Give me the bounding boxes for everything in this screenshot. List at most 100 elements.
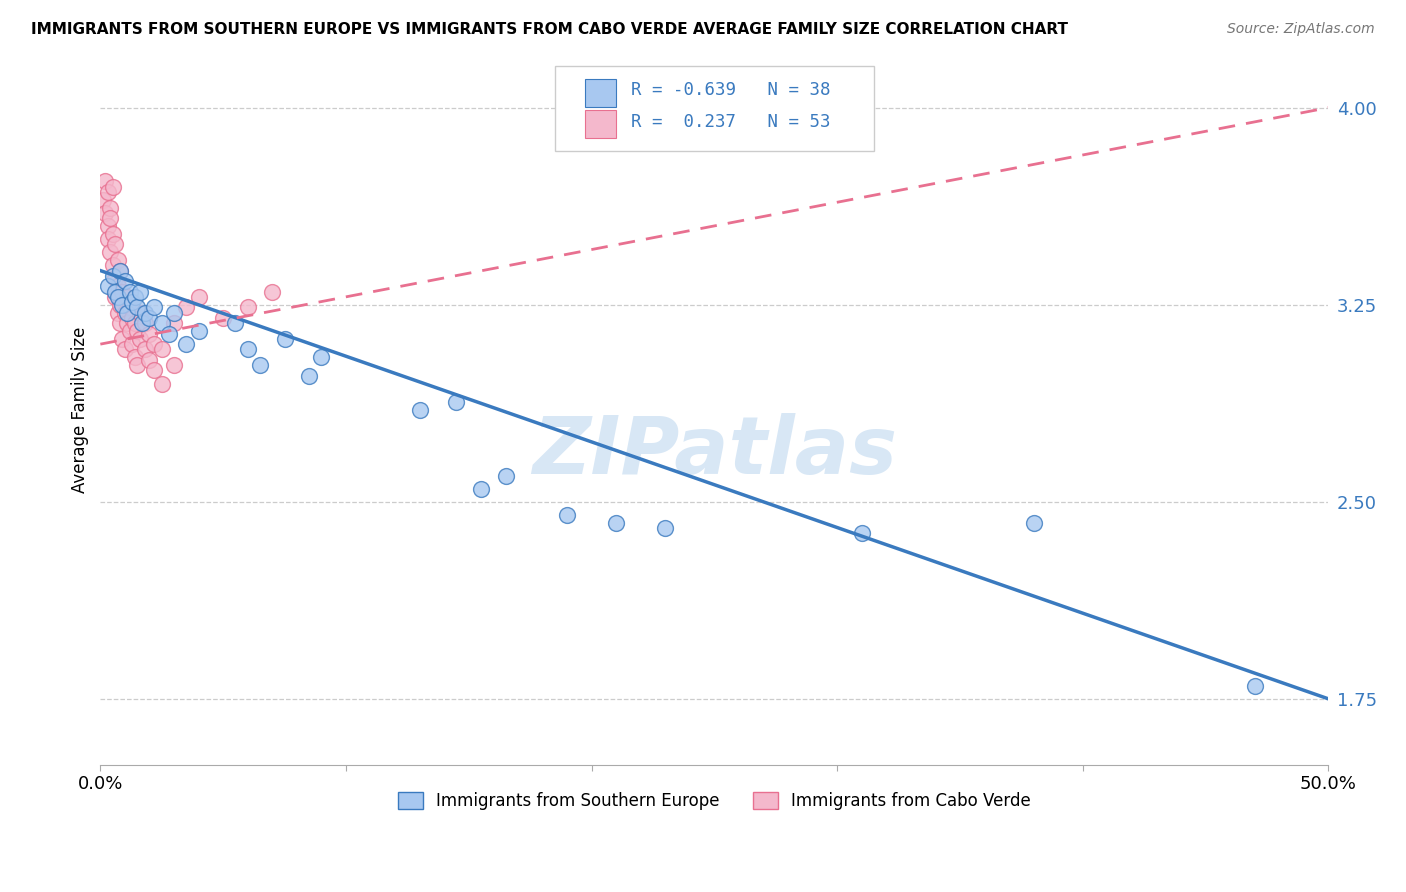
Point <box>98 245 121 260</box>
Point <box>187 324 209 338</box>
Point <box>134 316 156 330</box>
Point <box>114 305 136 319</box>
Point <box>127 358 149 372</box>
Point <box>107 305 129 319</box>
Point <box>98 211 121 225</box>
Point <box>114 274 136 288</box>
Point <box>117 290 139 304</box>
Point <box>128 285 150 299</box>
Point <box>150 376 173 391</box>
Point <box>654 521 676 535</box>
Point <box>176 337 198 351</box>
Point <box>134 305 156 319</box>
Point <box>1243 679 1265 693</box>
Point <box>101 258 124 272</box>
Point <box>128 332 150 346</box>
Point <box>138 352 160 367</box>
Bar <box>585 78 616 107</box>
Point <box>605 516 627 530</box>
Point <box>101 227 124 241</box>
Point <box>131 316 153 330</box>
Point <box>150 343 173 357</box>
Point <box>108 316 131 330</box>
Point <box>163 316 186 330</box>
Point <box>134 343 156 357</box>
Point <box>408 402 430 417</box>
Point <box>108 298 131 312</box>
Point <box>121 310 143 325</box>
Point <box>107 253 129 268</box>
Point <box>143 363 166 377</box>
Point <box>124 351 146 365</box>
Point <box>101 268 124 283</box>
Text: R = -0.639   N = 38: R = -0.639 N = 38 <box>631 81 831 99</box>
Point <box>311 351 333 365</box>
Point <box>163 358 186 372</box>
Legend: Immigrants from Southern Europe, Immigrants from Cabo Verde: Immigrants from Southern Europe, Immigra… <box>391 785 1038 816</box>
Point <box>107 290 129 304</box>
Point <box>212 310 235 325</box>
Y-axis label: Average Family Size: Average Family Size <box>72 326 89 493</box>
Point <box>298 368 321 383</box>
Point <box>104 290 127 304</box>
Point <box>94 174 117 188</box>
Point <box>104 285 127 299</box>
Point <box>851 526 873 541</box>
Point <box>163 305 186 319</box>
Point <box>111 332 134 346</box>
Point <box>94 206 117 220</box>
Point <box>224 316 246 330</box>
Point <box>127 324 149 338</box>
Text: Source: ZipAtlas.com: Source: ZipAtlas.com <box>1227 22 1375 37</box>
Point <box>150 316 173 330</box>
Point <box>111 285 134 299</box>
Point <box>128 305 150 319</box>
Point <box>91 193 114 207</box>
Text: IMMIGRANTS FROM SOUTHERN EUROPE VS IMMIGRANTS FROM CABO VERDE AVERAGE FAMILY SIZ: IMMIGRANTS FROM SOUTHERN EUROPE VS IMMIG… <box>31 22 1069 37</box>
Point <box>143 337 166 351</box>
Text: ZIPatlas: ZIPatlas <box>531 413 897 491</box>
Point <box>249 358 271 372</box>
Point <box>138 326 160 341</box>
Point <box>104 271 127 285</box>
Point <box>470 482 492 496</box>
Point <box>187 290 209 304</box>
Point <box>138 310 160 325</box>
Point <box>98 201 121 215</box>
Point <box>97 219 120 233</box>
Point <box>124 316 146 330</box>
Point <box>127 301 149 315</box>
Point <box>118 301 141 315</box>
Point <box>104 237 127 252</box>
Point <box>236 301 259 315</box>
Point <box>262 285 284 299</box>
Point <box>118 285 141 299</box>
Point <box>555 508 578 522</box>
Point <box>111 298 134 312</box>
FancyBboxPatch shape <box>555 66 875 151</box>
Point <box>143 301 166 315</box>
Point <box>236 343 259 357</box>
Point <box>117 305 139 319</box>
Text: R =  0.237   N = 53: R = 0.237 N = 53 <box>631 112 831 130</box>
Point <box>157 326 180 341</box>
Bar <box>585 110 616 138</box>
Point <box>495 468 517 483</box>
Point <box>101 179 124 194</box>
Point <box>108 263 131 277</box>
Point <box>124 290 146 304</box>
Point <box>97 279 120 293</box>
Point <box>114 343 136 357</box>
Point <box>1022 516 1045 530</box>
Point <box>121 337 143 351</box>
Point <box>108 263 131 277</box>
Point <box>97 232 120 246</box>
Point <box>97 185 120 199</box>
Point <box>446 395 468 409</box>
Point <box>107 279 129 293</box>
Point <box>117 316 139 330</box>
Point <box>121 295 143 310</box>
Point <box>176 301 198 315</box>
Point <box>118 324 141 338</box>
Point <box>273 332 295 346</box>
